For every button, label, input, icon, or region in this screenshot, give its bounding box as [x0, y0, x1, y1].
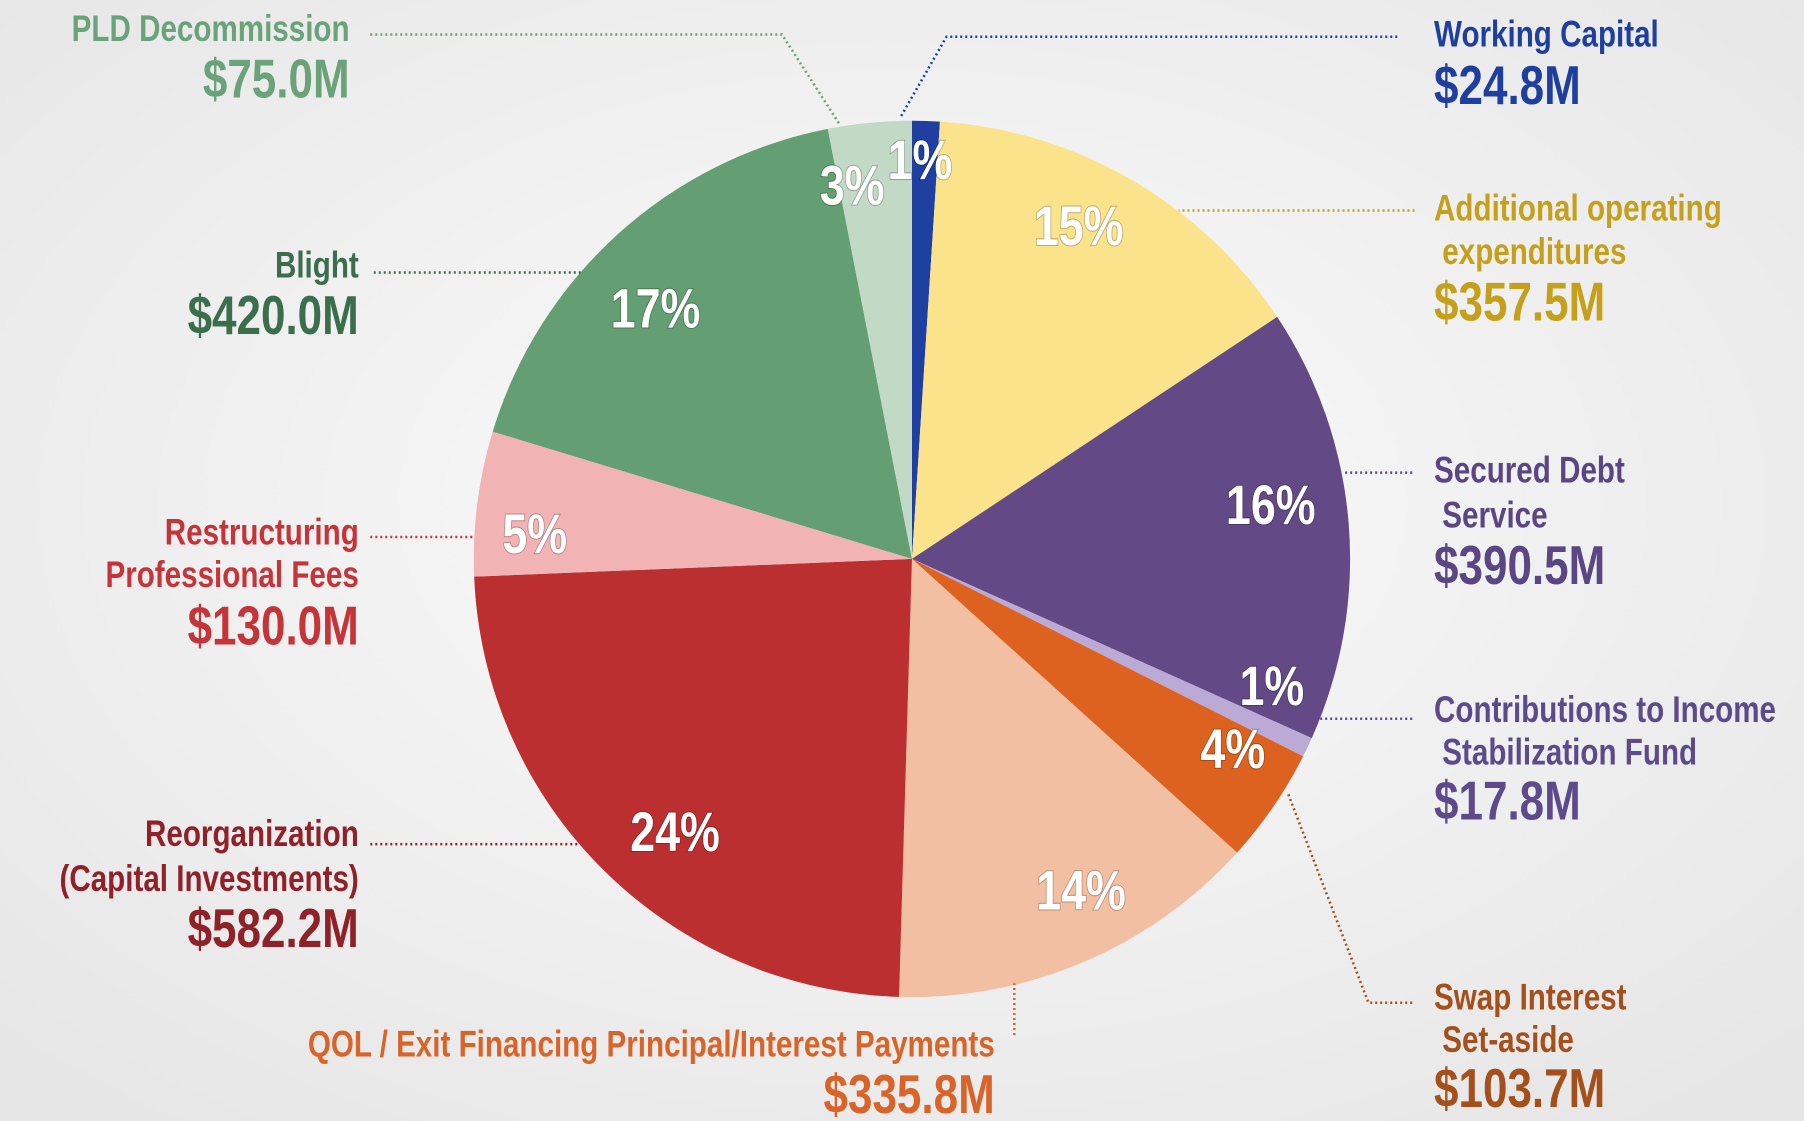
percent-label: 4% — [1200, 717, 1265, 780]
category-label: Reorganization (Capital Investments) — [51, 814, 359, 900]
category-label: Additional operating expenditures — [1434, 188, 1722, 273]
percent-label: 24% — [630, 800, 720, 863]
percent-label: 17% — [611, 277, 701, 340]
value-label: $420.0M — [188, 285, 359, 347]
pie-slice — [827, 120, 912, 559]
category-label: QOL / Exit Financing Principal/Interest … — [308, 1024, 995, 1065]
percent-label: 1% — [1240, 654, 1305, 717]
pie-slice — [474, 558, 912, 997]
pie-slice — [473, 431, 912, 577]
percent-label: 16% — [1226, 473, 1316, 536]
pie-slice — [911, 120, 940, 559]
value-label: $24.8M — [1434, 55, 1581, 117]
category-label: Swap Interest Set-aside — [1434, 977, 1626, 1060]
percent-label: 15% — [1034, 194, 1124, 257]
pie-slice — [911, 121, 1278, 559]
category-label-line: Set-aside — [1434, 1020, 1574, 1061]
percent-label: 14% — [1036, 859, 1126, 922]
percent-label: 1% — [888, 128, 953, 191]
category-label-line: Additional operating — [1434, 188, 1722, 229]
value-label: $103.7M — [1434, 1057, 1605, 1119]
pie-slice — [911, 558, 1312, 757]
pie-slice — [911, 316, 1351, 739]
value-label: $335.8M — [824, 1063, 995, 1121]
value-label: $357.5M — [1434, 271, 1605, 333]
category-label-line: expenditures — [1434, 232, 1626, 273]
category-label-line: Secured Debt — [1434, 450, 1625, 491]
value-label: $17.8M — [1434, 770, 1581, 832]
category-label-line: Stabilization Fund — [1434, 732, 1697, 773]
pie-slice — [492, 128, 912, 559]
category-label-line: Contributions to Income — [1434, 690, 1776, 731]
value-label: $75.0M — [203, 48, 350, 110]
category-label-line: (Capital Investments) — [51, 859, 359, 900]
category-label: Working Capital — [1434, 15, 1659, 56]
category-label-line: Reorganization — [145, 814, 359, 855]
category-label-line: Service — [1434, 495, 1548, 536]
category-label-line: Swap Interest — [1434, 977, 1626, 1018]
category-label: Secured Debt Service — [1434, 450, 1625, 536]
category-label-line: Professional Fees — [97, 555, 359, 596]
percent-label: 3% — [820, 154, 885, 217]
category-label-line: Restructuring — [165, 512, 359, 553]
category-label: Contributions to Income Stabilization Fu… — [1434, 690, 1776, 773]
leader-line — [899, 35, 1398, 118]
category-label: PLD Decommission — [72, 9, 350, 50]
pie-slice — [911, 558, 1304, 853]
percent-label: 5% — [502, 502, 567, 565]
category-label: Blight — [275, 246, 359, 287]
category-label: Restructuring Professional Fees — [97, 512, 359, 595]
value-label: $582.2M — [188, 897, 359, 959]
value-label: $390.5M — [1434, 534, 1605, 596]
leader-line — [370, 33, 841, 125]
pie-slice — [899, 558, 1238, 998]
value-label: $130.0M — [188, 595, 359, 657]
